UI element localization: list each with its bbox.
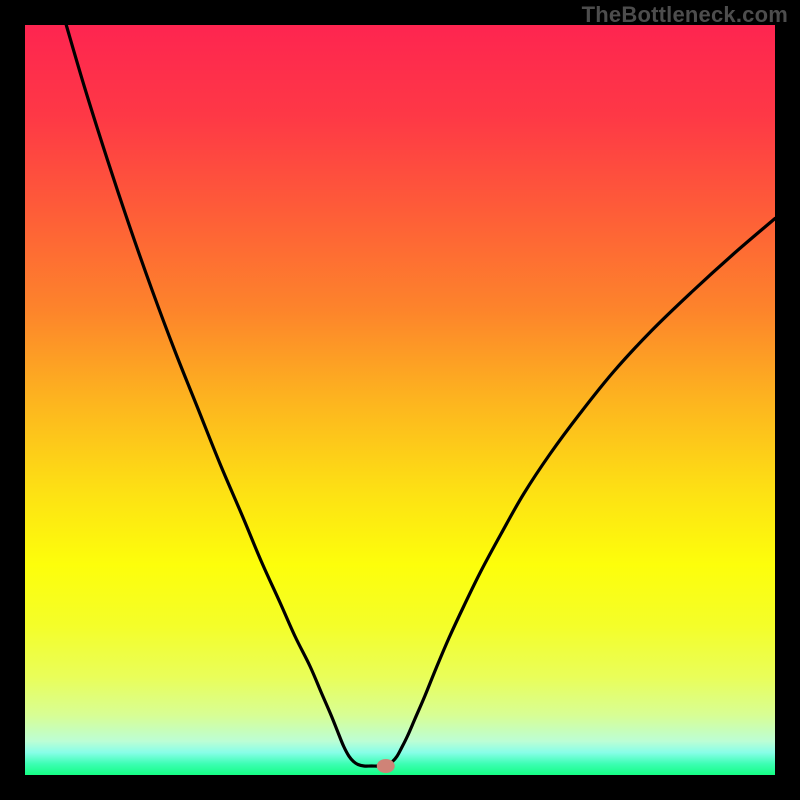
bottleneck-chart — [0, 0, 800, 800]
optimum-marker — [377, 759, 395, 773]
gradient-background — [25, 25, 775, 775]
watermark-text: TheBottleneck.com — [582, 2, 788, 28]
chart-container: { "watermark": { "text": "TheBottleneck.… — [0, 0, 800, 800]
